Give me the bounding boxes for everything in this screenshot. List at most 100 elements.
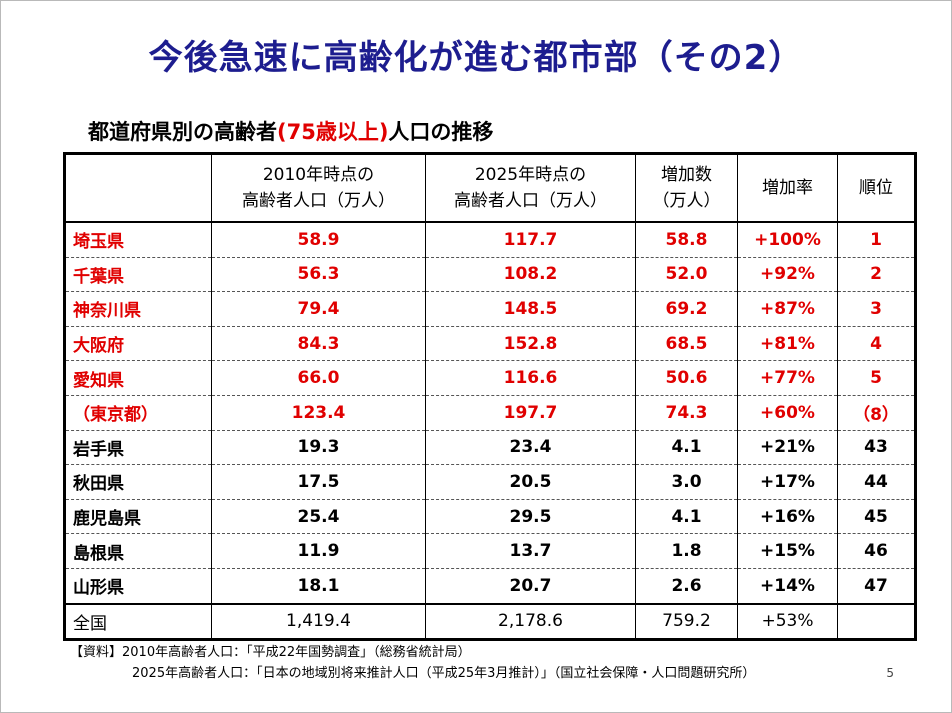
cell-rank: 3 bbox=[837, 291, 916, 327]
cell-2025: 20.5 bbox=[425, 464, 636, 500]
cell-prefecture: 神奈川県 bbox=[64, 291, 212, 327]
cell-2010: 58.9 bbox=[211, 222, 426, 258]
cell-2010: 66.0 bbox=[211, 360, 426, 396]
cell-prefecture: 埼玉県 bbox=[64, 222, 212, 258]
cell-rank: 1 bbox=[837, 222, 916, 258]
cell-rate: +16% bbox=[737, 499, 838, 535]
cell-rate: +21% bbox=[737, 430, 838, 466]
cell-2025: 13.7 bbox=[425, 533, 636, 569]
table-row: 千葉県 56.3 108.2 52.0 +92% 2 bbox=[64, 257, 916, 293]
subtitle-text-end: 人口の推移 bbox=[388, 120, 494, 144]
table-header-row: 2010年時点の 高齢者人口（万人） 2025年時点の 高齢者人口（万人） 増加数（… bbox=[64, 153, 916, 223]
cell-rate: +60% bbox=[737, 395, 838, 431]
table-row: 埼玉県 58.9 117.7 58.8 +100% 1 bbox=[64, 222, 916, 258]
cell-rank: 46 bbox=[837, 533, 916, 569]
cell-prefecture: （東京都） bbox=[64, 395, 212, 431]
cell-rank: 43 bbox=[837, 430, 916, 466]
cell-2010: 19.3 bbox=[211, 430, 426, 466]
header-prefecture bbox=[64, 153, 212, 223]
cell-increase: 69.2 bbox=[635, 291, 738, 327]
cell-increase: 2.6 bbox=[635, 568, 738, 605]
header-rate: 増加率 bbox=[737, 153, 838, 223]
cell-2010: 56.3 bbox=[211, 257, 426, 293]
slide-title: 今後急速に高齢化が進む都市部（その2） bbox=[148, 38, 804, 78]
header-2025: 2025年時点の 高齢者人口（万人） bbox=[425, 153, 636, 223]
cell-increase: 3.0 bbox=[635, 464, 738, 500]
cell-prefecture: 岩手県 bbox=[64, 430, 212, 466]
cell-2025: 148.5 bbox=[425, 291, 636, 327]
cell-rank: 44 bbox=[837, 464, 916, 500]
cell-rank: （8） bbox=[837, 395, 916, 431]
cell-2025: 20.7 bbox=[425, 568, 636, 605]
cell-prefecture: 愛知県 bbox=[64, 360, 212, 396]
cell-2010: 1,419.4 bbox=[211, 602, 426, 640]
subtitle-text-start: 都道府県別の高齢者 bbox=[88, 120, 277, 144]
cell-prefecture: 山形県 bbox=[64, 568, 212, 605]
header-increase: 増加数 （万人） bbox=[635, 153, 738, 223]
cell-increase: 4.1 bbox=[635, 430, 738, 466]
cell-rate: +92% bbox=[737, 257, 838, 293]
table-row: （東京都） 123.4 197.7 74.3 +60% （8） bbox=[64, 395, 916, 431]
cell-rate: +87% bbox=[737, 291, 838, 327]
cell-rate: +17% bbox=[737, 464, 838, 500]
cell-rate: +77% bbox=[737, 360, 838, 396]
header-rank: 順位 bbox=[837, 153, 916, 223]
cell-rank: 5 bbox=[837, 360, 916, 396]
cell-rank: 45 bbox=[837, 499, 916, 535]
cell-2010: 123.4 bbox=[211, 395, 426, 431]
cell-prefecture: 鹿児島県 bbox=[64, 499, 212, 535]
table-row: 神奈川県 79.4 148.5 69.2 +87% 3 bbox=[64, 291, 916, 327]
table-row: 鹿児島県 25.4 29.5 4.1 +16% 45 bbox=[64, 499, 916, 535]
cell-2010: 25.4 bbox=[211, 499, 426, 535]
cell-rank bbox=[837, 602, 916, 640]
cell-rate: +15% bbox=[737, 533, 838, 569]
cell-2025: 2,178.6 bbox=[425, 602, 636, 640]
cell-increase: 74.3 bbox=[635, 395, 738, 431]
elderly-population-table: 2010年時点の 高齢者人口（万人） 2025年時点の 高齢者人口（万人） 増加数（… bbox=[63, 152, 917, 642]
cell-rank: 47 bbox=[837, 568, 916, 605]
cell-2025: 23.4 bbox=[425, 430, 636, 466]
cell-rate: +100% bbox=[737, 222, 838, 258]
table-row: 島根県 11.9 13.7 1.8 +15% 46 bbox=[64, 533, 916, 569]
cell-increase: 1.8 bbox=[635, 533, 738, 569]
table-row: 岩手県 19.3 23.4 4.1 +21% 43 bbox=[64, 430, 916, 466]
cell-increase: 68.5 bbox=[635, 326, 738, 362]
table-total-row: 全国 1,419.4 2,178.6 759.2 +53% bbox=[64, 602, 916, 640]
cell-2025: 117.7 bbox=[425, 222, 636, 258]
cell-rate: +14% bbox=[737, 568, 838, 605]
cell-2010: 11.9 bbox=[211, 533, 426, 569]
cell-2025: 116.6 bbox=[425, 360, 636, 396]
cell-prefecture: 大阪府 bbox=[64, 326, 212, 362]
subtitle-age-range: (75歳以上) bbox=[277, 120, 389, 144]
cell-prefecture: 島根県 bbox=[64, 533, 212, 569]
header-2010: 2010年時点の 高齢者人口（万人） bbox=[211, 153, 426, 223]
cell-rank: 4 bbox=[837, 326, 916, 362]
cell-prefecture: 全国 bbox=[64, 602, 212, 640]
cell-increase: 4.1 bbox=[635, 499, 738, 535]
cell-2010: 79.4 bbox=[211, 291, 426, 327]
cell-prefecture: 秋田県 bbox=[64, 464, 212, 500]
cell-2010: 18.1 bbox=[211, 568, 426, 605]
table-row: 秋田県 17.5 20.5 3.0 +17% 44 bbox=[64, 464, 916, 500]
cell-2010: 84.3 bbox=[211, 326, 426, 362]
table-row: 山形県 18.1 20.7 2.6 +14% 47 bbox=[64, 568, 916, 605]
cell-2025: 197.7 bbox=[425, 395, 636, 431]
source-note-1: 【資料】2010年高齢者人口：「平成22年国勢調査」（総務省統計局） bbox=[70, 645, 471, 660]
cell-rate: +53% bbox=[737, 602, 838, 640]
cell-2025: 29.5 bbox=[425, 499, 636, 535]
table-subtitle: 都道府県別の高齢者(75歳以上)人口の推移 bbox=[88, 116, 493, 146]
cell-increase: 759.2 bbox=[635, 602, 738, 640]
table-row: 大阪府 84.3 152.8 68.5 +81% 4 bbox=[64, 326, 916, 362]
cell-2025: 108.2 bbox=[425, 257, 636, 293]
page-number: 5 bbox=[886, 666, 894, 680]
cell-increase: 50.6 bbox=[635, 360, 738, 396]
cell-rank: 2 bbox=[837, 257, 916, 293]
cell-2010: 17.5 bbox=[211, 464, 426, 500]
source-note-2: 2025年高齢者人口：「日本の地域別将来推計人口（平成25年3月推計）」（国立社… bbox=[132, 666, 756, 681]
cell-increase: 52.0 bbox=[635, 257, 738, 293]
cell-2025: 152.8 bbox=[425, 326, 636, 362]
cell-rate: +81% bbox=[737, 326, 838, 362]
cell-increase: 58.8 bbox=[635, 222, 738, 258]
cell-prefecture: 千葉県 bbox=[64, 257, 212, 293]
table-row: 愛知県 66.0 116.6 50.6 +77% 5 bbox=[64, 360, 916, 396]
